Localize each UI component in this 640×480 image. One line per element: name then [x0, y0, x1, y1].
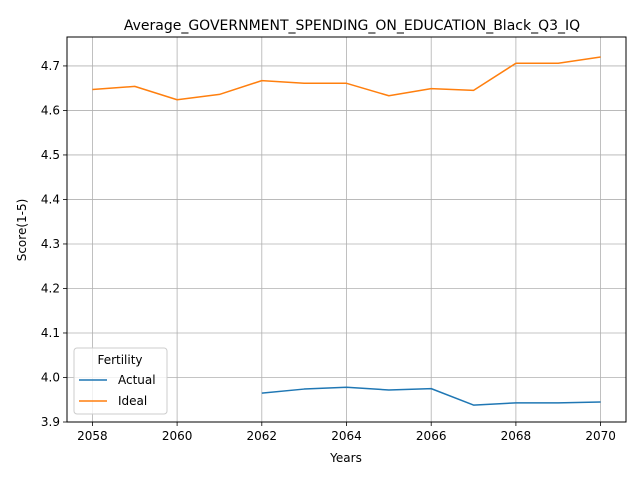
y-axis-label: Score(1-5): [15, 199, 29, 262]
series-line-actual: [261, 386, 601, 406]
legend-label-actual: Actual: [118, 373, 156, 387]
y-tick-label: 4.7: [41, 59, 60, 73]
grid: [67, 37, 626, 423]
x-tick-label: 2060: [162, 429, 193, 443]
y-tick-label: 4.2: [41, 281, 60, 295]
y-tick-label: 4.0: [41, 370, 60, 384]
x-tick-label: 2064: [331, 429, 362, 443]
x-axis-ticks: 2058 2060 2062 2064 2066 2068 2070: [77, 422, 616, 443]
y-tick-label: 4.6: [41, 103, 60, 117]
x-tick-label: 2062: [247, 429, 278, 443]
series-line-ideal: [92, 56, 601, 101]
y-tick-label: 4.1: [41, 326, 60, 340]
chart-title: Average_GOVERNMENT_SPENDING_ON_EDUCATION…: [124, 18, 580, 34]
legend-box: [73, 347, 168, 415]
y-tick-label: 4.3: [41, 237, 60, 251]
x-tick-label: 2070: [585, 429, 616, 443]
legend: Fertility Actual Ideal: [73, 347, 168, 415]
y-tick-label: 4.4: [41, 192, 60, 206]
series-lines: [92, 56, 601, 406]
x-axis-label: Years: [329, 451, 362, 465]
x-tick-label: 2068: [501, 429, 532, 443]
x-tick-label: 2058: [77, 429, 108, 443]
y-tick-label: 3.9: [41, 415, 60, 429]
legend-title: Fertility: [97, 353, 142, 367]
y-tick-label: 4.5: [41, 148, 60, 162]
x-tick-label: 2066: [416, 429, 447, 443]
legend-label-ideal: Ideal: [118, 394, 147, 408]
y-axis-ticks: 3.9 4.0 4.1 4.2 4.3 4.4 4.5 4.6 4.7: [41, 59, 67, 429]
